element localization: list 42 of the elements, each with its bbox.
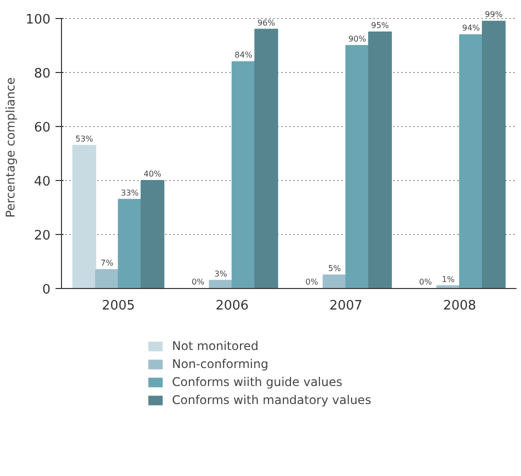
legend-label: Conforms wiith guide values — [172, 375, 342, 389]
data-label: 33% — [120, 188, 140, 198]
data-label: 90% — [348, 34, 367, 44]
y-tick-label: 20 — [34, 228, 51, 244]
data-label: 84% — [234, 50, 253, 60]
bar — [95, 269, 119, 288]
x-tick-label: 2005 — [102, 298, 135, 314]
y-tick-label: 40 — [34, 174, 51, 190]
y-axis-title: Percentage compliance — [4, 77, 18, 218]
data-label: 94% — [462, 24, 480, 33]
data-label: 7% — [100, 258, 114, 268]
data-label: 53% — [75, 134, 94, 144]
data-label: 96% — [257, 18, 276, 28]
data-label: 5% — [328, 264, 342, 273]
data-label: 1% — [442, 274, 455, 284]
bar — [459, 34, 483, 288]
bar — [72, 144, 96, 288]
data-label: 99% — [484, 10, 504, 20]
bar — [345, 45, 370, 288]
data-label: 40% — [144, 170, 162, 178]
data-label: 0% — [305, 278, 318, 286]
y-tick-label: 0 — [42, 282, 51, 298]
x-tick-label: 2006 — [216, 298, 249, 314]
data-label: 0% — [192, 278, 205, 286]
data-label: 95% — [371, 21, 390, 30]
y-tick-label: 80 — [34, 66, 51, 82]
legend-label: Conforms with mandatory values — [172, 393, 372, 407]
y-tick-label: 100 — [26, 12, 51, 28]
y-tick-label: 60 — [34, 120, 51, 136]
bar — [254, 28, 278, 288]
legend-label: Non-conforming — [172, 357, 268, 371]
bar — [232, 61, 256, 288]
legend-label: Not monitored — [172, 339, 259, 353]
x-tick-label: 2007 — [329, 298, 362, 314]
bar — [118, 198, 142, 288]
bar — [322, 274, 346, 288]
bar — [368, 32, 392, 288]
bar — [482, 20, 506, 288]
bar — [140, 180, 164, 288]
data-label: 3% — [214, 269, 228, 278]
data-label: 0% — [419, 278, 432, 286]
x-tick-label: 2008 — [443, 298, 476, 314]
